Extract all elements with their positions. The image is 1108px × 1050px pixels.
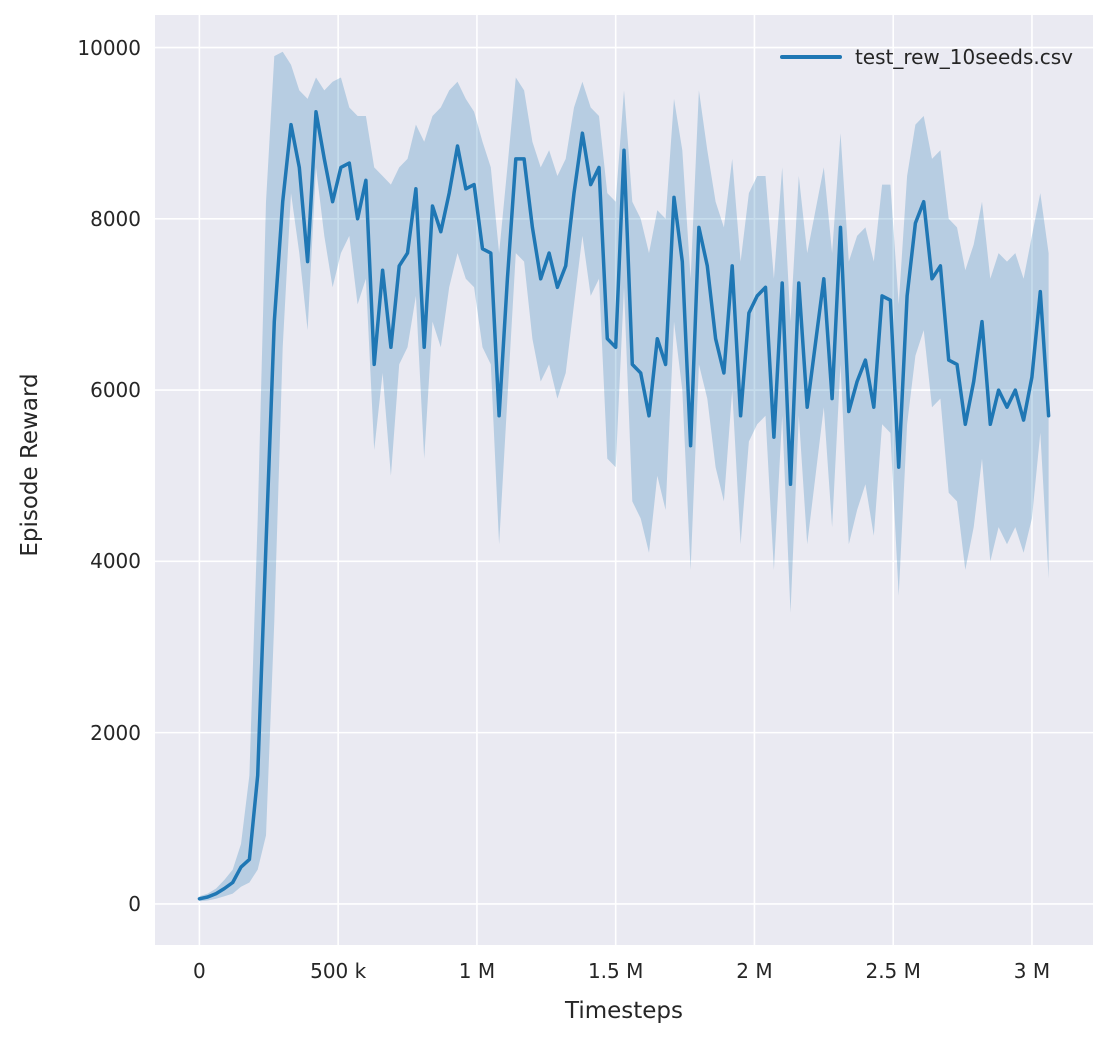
x-tick-label: 3 M: [1013, 959, 1051, 983]
x-tick-label: 1 M: [458, 959, 496, 983]
x-tick-label: 2.5 M: [865, 959, 921, 983]
y-tick-label: 6000: [90, 378, 141, 403]
chart-svg: [155, 15, 1093, 945]
x-tick-label: 500 k: [310, 959, 367, 983]
x-axis-label: Timesteps: [564, 998, 684, 1024]
legend-line-swatch: [779, 54, 842, 60]
plot-area: test_rew_10seeds.csv: [155, 15, 1093, 945]
x-tick-label: 2 M: [736, 959, 773, 983]
confidence-band: [199, 51, 1049, 902]
y-tick-label: 8000: [90, 206, 141, 231]
mean-line: [197, 110, 1051, 901]
x-tick-label: 0: [193, 959, 206, 983]
y-tick-label: 10000: [77, 35, 141, 60]
y-tick-label: 2000: [90, 720, 141, 745]
legend: test_rew_10seeds.csv: [776, 43, 1077, 71]
y-tick-label: 0: [128, 891, 141, 916]
x-tick-label: 1.5 M: [587, 959, 644, 983]
y-axis-label: Episode Reward: [17, 373, 43, 557]
legend-label: test_rew_10seeds.csv: [854, 45, 1073, 69]
y-tick-label: 4000: [90, 549, 141, 574]
